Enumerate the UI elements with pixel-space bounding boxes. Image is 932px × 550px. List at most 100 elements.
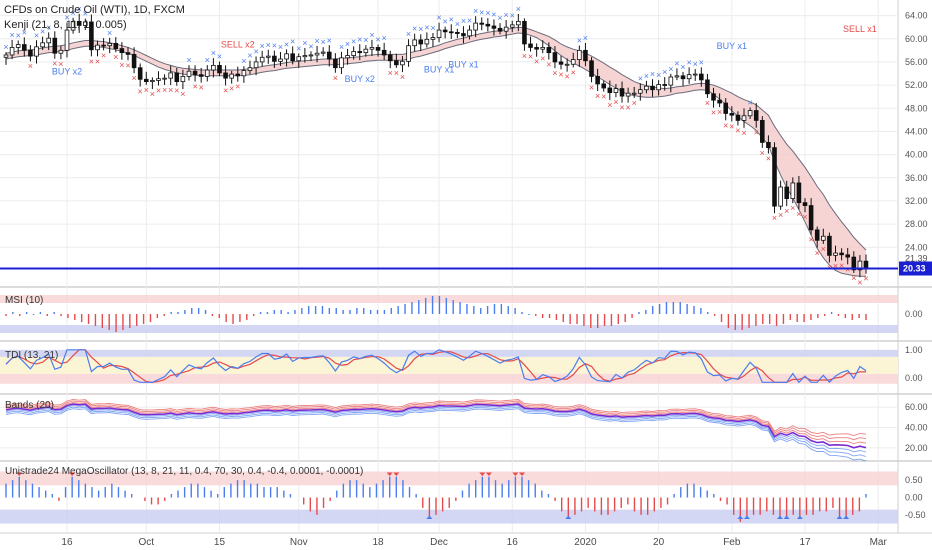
candle: [28, 45, 33, 62]
bands-tick-label: 20.00: [905, 443, 928, 453]
last-price-badge-label: 20.33: [903, 264, 926, 274]
candle: [650, 79, 655, 97]
trend-marker: ×: [772, 213, 777, 223]
trend-marker: ×: [241, 56, 246, 66]
candle: [522, 18, 527, 51]
trend-marker: ×: [333, 73, 338, 83]
chart-title: CFDs on Crude Oil (WTI), 1D, FXCM: [4, 4, 185, 16]
candle-body: [83, 21, 88, 26]
candle-body: [784, 186, 789, 199]
mega-peak-marker: [485, 472, 492, 476]
trend-marker: ×: [229, 84, 234, 94]
trend-marker: ×: [711, 108, 716, 118]
trend-marker: ×: [235, 82, 240, 92]
candle-body: [595, 75, 600, 85]
candle: [674, 68, 680, 81]
candle: [339, 51, 344, 74]
candle: [583, 43, 588, 67]
candle: [436, 22, 442, 43]
trend-marker: ×: [815, 248, 820, 258]
candle-body: [638, 89, 643, 94]
trend-marker: ×: [595, 91, 600, 101]
trend-marker: ×: [467, 15, 472, 25]
candle: [64, 22, 70, 58]
trend-marker: ×: [424, 22, 429, 32]
candle: [143, 71, 149, 85]
candle-body: [827, 235, 832, 256]
mega-peak-marker: [479, 472, 486, 476]
candle: [668, 73, 674, 93]
candle-body: [418, 39, 424, 45]
candle: [22, 37, 27, 57]
candle: [369, 39, 375, 57]
candle: [381, 42, 387, 61]
trend-marker: ×: [485, 8, 490, 18]
candle-body: [509, 24, 515, 28]
candle: [753, 103, 759, 128]
candle-body: [802, 202, 808, 206]
trend-marker: ×: [131, 73, 136, 83]
trend-marker: ×: [735, 125, 740, 135]
candle-body: [241, 70, 247, 77]
candle: [723, 98, 729, 121]
candle: [784, 180, 789, 207]
candle: [211, 58, 216, 78]
candle-body: [174, 72, 180, 83]
candle: [3, 52, 9, 65]
candle: [357, 44, 363, 61]
candle: [821, 228, 826, 244]
trend-marker: ×: [522, 51, 527, 61]
mega-tick-label: -0.50: [905, 510, 926, 520]
candle-body: [668, 76, 674, 86]
price-tick-label: 48.00: [905, 103, 928, 113]
trend-marker: ×: [113, 52, 118, 62]
trend-marker: ×: [412, 24, 417, 34]
candle: [564, 58, 570, 72]
candle-body: [375, 47, 381, 51]
candle-body: [204, 69, 210, 77]
candle: [802, 198, 808, 213]
candle: [9, 39, 15, 60]
candle: [601, 80, 607, 92]
candle: [845, 247, 850, 265]
candle-body: [631, 92, 637, 95]
signal-label-buy: BUY x1: [448, 60, 478, 70]
trend-marker: ×: [150, 89, 155, 99]
trend-marker: ×: [168, 85, 173, 95]
candle: [418, 34, 424, 52]
bands-line: [5, 406, 867, 457]
candle-body: [534, 47, 539, 50]
signal-label-sell: SELL x1: [843, 24, 877, 34]
candle: [827, 232, 832, 263]
candle-body: [265, 55, 271, 58]
candle-body: [455, 31, 460, 34]
candle-body: [290, 53, 295, 62]
trend-marker: ×: [693, 59, 698, 69]
trend-marker: ×: [28, 61, 33, 71]
mega-trough-marker: [836, 515, 843, 520]
candle: [741, 108, 747, 128]
candle-body: [558, 61, 564, 65]
candle-body: [168, 72, 173, 79]
mega-trough-marker: [565, 515, 572, 520]
candle-body: [528, 43, 533, 48]
candle-body: [473, 22, 478, 31]
candle: [186, 65, 192, 81]
candle: [857, 255, 863, 278]
candle: [558, 55, 564, 70]
candle-body: [412, 39, 417, 47]
candle: [394, 53, 399, 68]
trend-marker: ×: [253, 46, 258, 56]
tdi-tick-label: 1.00: [905, 345, 923, 355]
candle: [790, 177, 796, 204]
candle: [766, 135, 771, 154]
candle: [217, 61, 222, 77]
panel-label-msi: MSI (10): [5, 295, 43, 306]
candle: [479, 17, 485, 31]
candle-body: [125, 52, 131, 55]
candle-body: [833, 252, 838, 256]
candle-body: [845, 254, 850, 258]
trend-marker: ×: [443, 17, 448, 27]
candle: [52, 31, 58, 59]
